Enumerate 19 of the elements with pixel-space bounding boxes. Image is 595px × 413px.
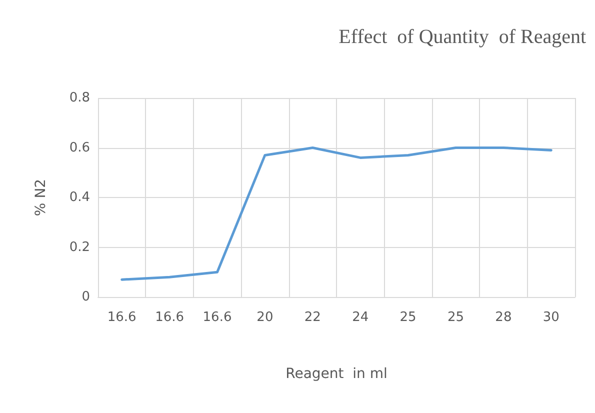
x-tick-label: 28 — [495, 310, 512, 325]
y-tick-label: 0.2 — [69, 240, 90, 255]
x-tick-label: 25 — [447, 310, 464, 325]
x-tick-label: 22 — [304, 310, 321, 325]
x-axis-title: Reagent in ml — [286, 366, 388, 382]
x-tick-label: 16.6 — [155, 310, 184, 325]
x-tick-label: 20 — [256, 310, 274, 325]
line-series — [120, 146, 552, 281]
y-tick-label: 0.4 — [69, 190, 90, 205]
chart-title: Effect of Quantity of Reagent — [338, 26, 586, 48]
y-axis-title: % N2 — [33, 178, 49, 216]
y-tick-label: 0.8 — [69, 90, 90, 106]
x-tick-label: 25 — [400, 310, 416, 325]
x-tick-label: 30 — [542, 310, 560, 325]
x-tick-label: 16.6 — [202, 310, 232, 325]
x-tick-label: 16.6 — [107, 310, 136, 325]
x-tick-label: 24 — [352, 310, 369, 325]
y-tick-label: 0 — [82, 290, 90, 304]
y-tick-label: 0.6 — [69, 140, 90, 156]
